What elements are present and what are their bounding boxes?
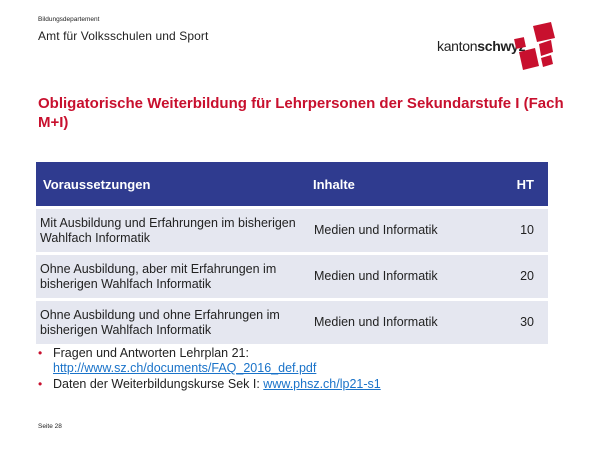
content-cell: Medien und Informatik [306, 300, 488, 345]
department-label: Bildungsdepartement [38, 16, 99, 23]
condition-cell: Ohne Ausbildung und ohne Erfahrungen im … [36, 300, 306, 345]
training-table: Voraussetzungen Inhalte HT Mit Ausbildun… [36, 162, 548, 344]
ht-cell: 30 [488, 300, 548, 345]
canton-logo: kantonschwyz [437, 22, 557, 77]
content-cell: Medien und Informatik [306, 254, 488, 300]
bullet-icon: • [38, 346, 42, 361]
header-contents: Inhalte [306, 162, 488, 208]
content-cell: Medien und Informatik [306, 208, 488, 254]
bullet-icon: • [38, 377, 42, 392]
condition-cell: Mit Ausbildung und Erfahrungen im bisher… [36, 208, 306, 254]
table-row: Mit Ausbildung und Erfahrungen im bisher… [36, 208, 548, 254]
courses-label: Daten der Weiterbildungskurse Sek I: [53, 377, 263, 391]
page-title: Obligatorische Weiterbildung für Lehrper… [38, 94, 568, 132]
list-item: • Fragen und Antworten Lehrplan 21: http… [36, 346, 381, 376]
office-label: Amt für Volksschulen und Sport [38, 29, 208, 43]
ht-cell: 10 [488, 208, 548, 254]
resource-list: • Fragen und Antworten Lehrplan 21: http… [36, 346, 381, 393]
condition-cell: Ohne Ausbildung, aber mit Erfahrungen im… [36, 254, 306, 300]
header-conditions: Voraussetzungen [36, 162, 306, 208]
ht-cell: 20 [488, 254, 548, 300]
faq-label: Fragen und Antworten Lehrplan 21: [53, 346, 249, 360]
coat-of-arms-icon [511, 22, 557, 74]
logo-text-light: kanton [437, 38, 477, 54]
courses-link[interactable]: www.phsz.ch/lp21-s1 [263, 377, 380, 391]
table-row: Ohne Ausbildung und ohne Erfahrungen im … [36, 300, 548, 345]
table-row: Ohne Ausbildung, aber mit Erfahrungen im… [36, 254, 548, 300]
table-header-row: Voraussetzungen Inhalte HT [36, 162, 548, 208]
header-ht: HT [488, 162, 548, 208]
faq-link[interactable]: http://www.sz.ch/documents/FAQ_2016_def.… [53, 361, 316, 375]
page-number: Seite 28 [38, 423, 62, 430]
list-item: • Daten der Weiterbildungskurse Sek I: w… [36, 377, 381, 392]
